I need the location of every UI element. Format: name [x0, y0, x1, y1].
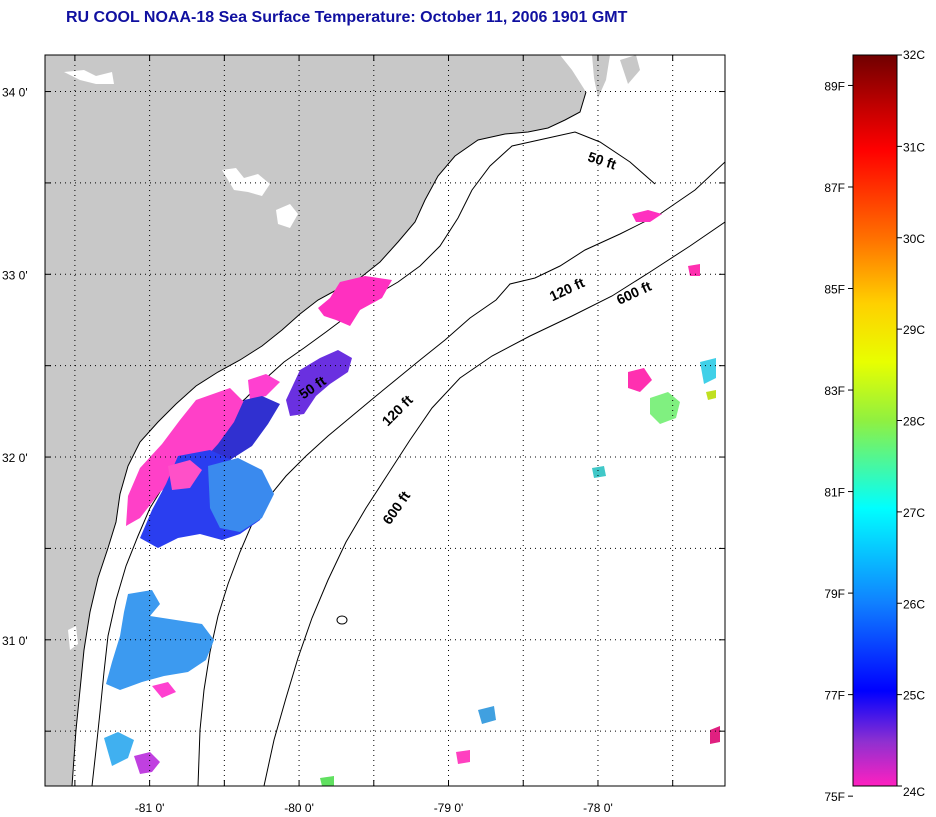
land-peninsula — [592, 55, 610, 98]
sst-patch-warm — [248, 374, 280, 400]
sst-patch-offshore-pink — [628, 368, 652, 392]
celsius-label: 24C — [903, 785, 925, 799]
fahrenheit-label: 83F — [824, 384, 845, 398]
fahrenheit-label: 87F — [824, 181, 845, 195]
sst-patch-pink — [152, 682, 176, 698]
lon-label: -78 0' — [583, 801, 613, 815]
map-title: RU COOL NOAA-18 Sea Surface Temperature:… — [66, 9, 628, 26]
fahrenheit-label: 79F — [824, 587, 845, 601]
sst-patch-purple — [286, 350, 352, 416]
celsius-label: 32C — [903, 48, 925, 62]
land-mass — [45, 55, 586, 786]
contour-50ft — [91, 131, 656, 786]
sst-patch-offshore-pink — [456, 750, 470, 764]
celsius-label: 26C — [903, 597, 925, 611]
lat-label: 34 0' — [2, 86, 28, 100]
land-island — [620, 55, 640, 84]
cloud-patch — [64, 70, 114, 84]
sst-patch-green — [320, 776, 334, 786]
contour-120ft — [197, 161, 725, 786]
sst-patch-offshore-cyan — [478, 706, 496, 724]
fahrenheit-label: 77F — [824, 689, 845, 703]
celsius-label: 27C — [903, 506, 925, 520]
celsius-label: 31C — [903, 140, 925, 154]
fahrenheit-label: 75F — [824, 790, 845, 804]
colorbar — [852, 54, 898, 787]
graticule — [45, 55, 725, 786]
sst-patch-cyan — [104, 732, 134, 766]
fahrenheit-label: 89F — [824, 79, 845, 93]
lat-label: 32 0' — [2, 451, 28, 465]
contour-600ft — [263, 221, 725, 786]
celsius-label: 30C — [903, 232, 925, 246]
lon-label: -80 0' — [284, 801, 314, 815]
sst-patch-offshore-pink — [688, 264, 700, 276]
sst-patch-offshore-pink — [710, 726, 720, 744]
colorbar-labels: 32C 31C 30C 29C 28C 27C 26C 25C 24C 89F 87F 85F 83F 8… — [824, 48, 925, 804]
lon-label: -79 0' — [434, 801, 464, 815]
lat-label: 31 0' — [2, 634, 28, 648]
celsius-label: 25C — [903, 689, 925, 703]
fahrenheit-label: 81F — [824, 486, 845, 500]
seamount-contour — [336, 615, 348, 625]
cloud-patch — [276, 204, 298, 228]
sst-patch-offshore-cyan — [592, 466, 606, 478]
cloud-patch — [68, 626, 78, 650]
fahrenheit-label: 85F — [824, 283, 845, 297]
sst-patch-warm — [632, 210, 662, 222]
cloud-patch — [222, 168, 270, 196]
lat-label: 33 0' — [2, 268, 28, 282]
sst-patch-offshore-yellow — [706, 390, 716, 400]
map-frame — [44, 54, 726, 787]
sst-patch-offshore-cyan — [700, 358, 716, 384]
celsius-label: 28C — [903, 415, 925, 429]
sst-patch-pink — [168, 460, 202, 490]
lon-label: -81 0' — [135, 801, 165, 815]
coastline — [71, 91, 587, 786]
sst-patch-warm — [318, 276, 392, 326]
celsius-label: 29C — [903, 323, 925, 337]
sst-patch-purple — [134, 752, 160, 774]
sst-patch-cyan — [208, 458, 274, 532]
axis-labels: 34 0' 33 0' 32 0' 31 0' -81 0' -80 0' -79 0' -7… — [2, 86, 613, 815]
